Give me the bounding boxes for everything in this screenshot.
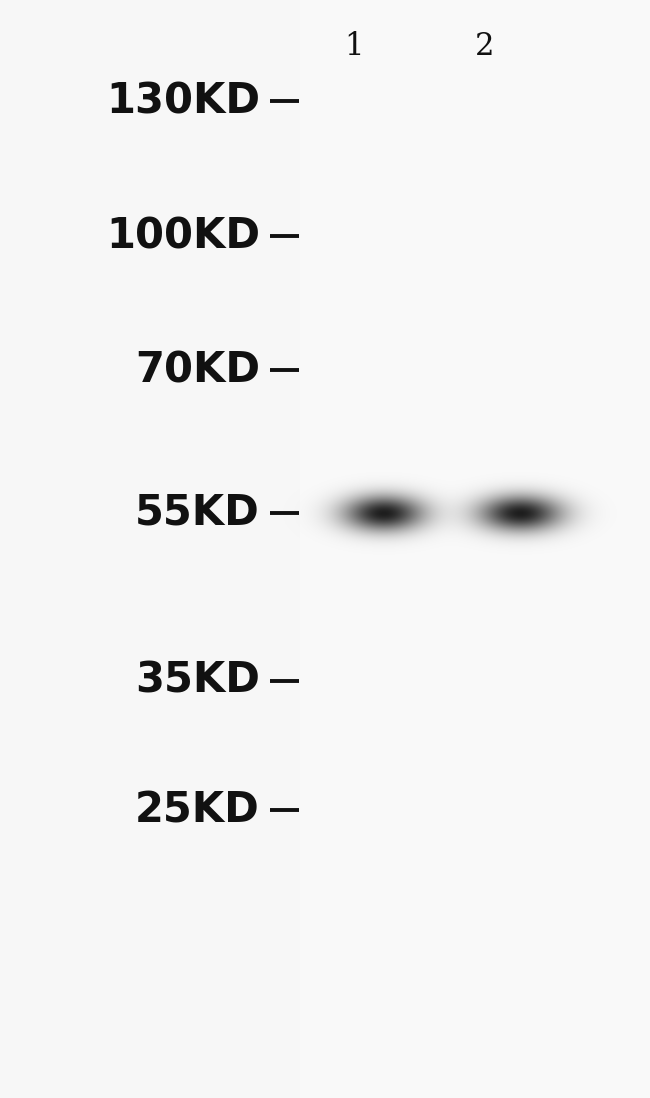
Text: 70KD: 70KD (135, 349, 260, 391)
Text: 130KD: 130KD (106, 80, 260, 122)
Text: 25KD: 25KD (135, 789, 260, 831)
Text: 1: 1 (344, 31, 364, 61)
Text: 55KD: 55KD (135, 492, 260, 534)
Text: 2: 2 (474, 31, 494, 61)
Text: 100KD: 100KD (106, 215, 260, 257)
Text: 35KD: 35KD (135, 660, 260, 702)
